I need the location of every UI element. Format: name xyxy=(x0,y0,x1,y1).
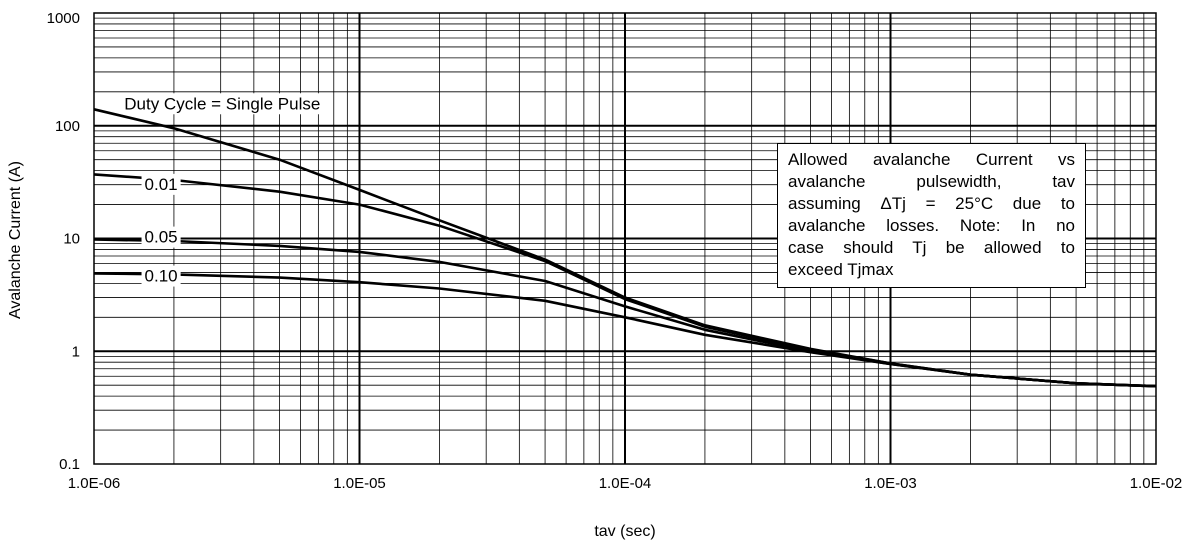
note-line: exceed Tjmax xyxy=(788,260,894,279)
x-tick-label: 1.0E-05 xyxy=(333,475,386,492)
y-tick-label: 10 xyxy=(63,231,80,248)
y-axis-label: Avalanche Current (A) xyxy=(7,161,24,319)
series-label-1: 0.01 xyxy=(145,175,178,194)
x-tick-label: 1.0E-02 xyxy=(1130,475,1183,492)
series-label-2: 0.05 xyxy=(145,228,178,247)
series-label-3: 0.10 xyxy=(145,267,178,286)
avalanche-note-box: Allowed avalanche Current vs avalanche p… xyxy=(777,143,1086,288)
series-label-bg-2 xyxy=(141,226,181,248)
x-tick-label: 1.0E-03 xyxy=(864,475,917,492)
y-tick-label: 0.1 xyxy=(59,456,80,473)
note-line: assuming ΔTj = 25°C due to xyxy=(788,194,1075,213)
note-line: case should Tj be allowed to xyxy=(788,238,1075,257)
plot-frame xyxy=(93,12,1157,465)
series-line-3 xyxy=(93,272,1157,388)
y-tick-label: 1 xyxy=(72,343,80,360)
note-line: Allowed avalanche Current vs xyxy=(788,150,1075,169)
series-lines xyxy=(93,108,1157,388)
tick-labels: 1.0E-06 1.0E-05 1.0E-04 1.0E-03 1.0E-02 0.1 1 1… xyxy=(47,10,1183,492)
series-label-0: Duty Cycle = Single Pulse xyxy=(124,94,320,113)
x-tick-label: 1.0E-06 xyxy=(68,475,121,492)
series-labels: Duty Cycle = Single Pulse 0.01 0.05 0.10 xyxy=(121,93,324,287)
note-line: avalanche pulsewidth, tav xyxy=(788,172,1075,191)
series-label-bg-3 xyxy=(141,265,181,287)
note-line: avalanche losses. Note: In no xyxy=(788,216,1075,235)
x-tick-label: 1.0E-04 xyxy=(599,475,652,492)
series-label-bg-0 xyxy=(121,93,324,115)
series-label-bg-1 xyxy=(141,173,181,195)
y-tick-label: 1000 xyxy=(47,10,80,27)
x-axis-label: tav (sec) xyxy=(594,523,655,540)
y-tick-label: 100 xyxy=(55,118,80,135)
